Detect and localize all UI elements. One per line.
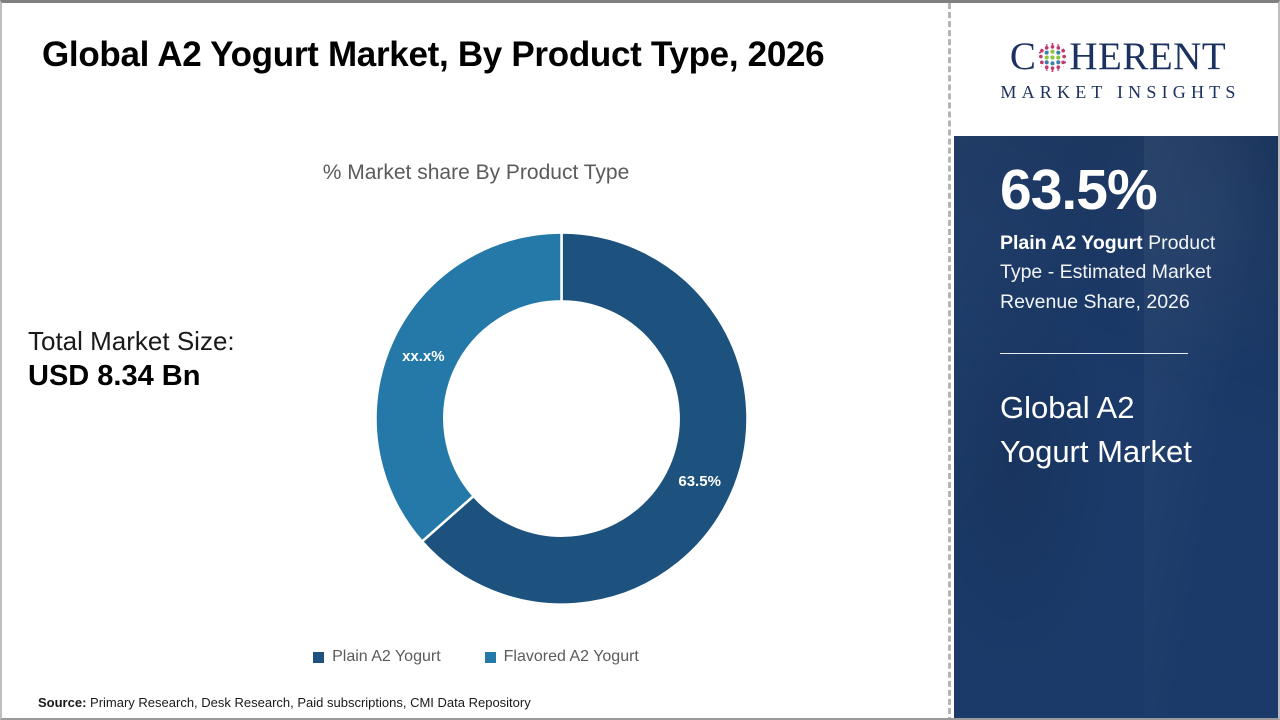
- stat-caption-emphasis: Plain A2 Yogurt: [1000, 232, 1143, 255]
- sidebar-market-name-line-1: Global A2: [1000, 389, 1135, 425]
- sidebar-divider-rule: [1000, 352, 1188, 354]
- logo-wordmark-text: HERENT: [1069, 34, 1227, 78]
- panel-divider: [948, 3, 951, 718]
- legend-item[interactable]: Flavored A2 Yogurt: [484, 648, 639, 666]
- total-market-size-label: Total Market Size:: [28, 326, 235, 356]
- legend-item[interactable]: Plain A2 Yogurt: [313, 648, 441, 666]
- donut-slice-group: [374, 231, 749, 606]
- sidebar-market-name: Global A2 Yogurt Market: [1000, 386, 1252, 474]
- stat-figure: 63.5%: [1000, 158, 1158, 222]
- brand-logo: C: [954, 3, 1278, 136]
- donut-chart: 63.5% xx.x%: [374, 231, 749, 606]
- donut-data-label: xx.x%: [402, 348, 445, 365]
- sidebar-content: 63.5% Plain A2 Yogurt Product Type - Est…: [954, 158, 1278, 474]
- legend-swatch: [484, 651, 496, 663]
- chart-panel: Global A2 Yogurt Market, By Product Type…: [2, 3, 950, 718]
- globe-icon: [1037, 42, 1068, 73]
- logo-letter-c: C: [1009, 34, 1037, 78]
- donut-slice[interactable]: [374, 231, 563, 544]
- legend-swatch: [313, 651, 325, 663]
- total-market-size-value: USD 8.34 Bn: [28, 359, 201, 392]
- sidebar-highlight-panel: 63.5% Plain A2 Yogurt Product Type - Est…: [954, 136, 1278, 718]
- logo-wordmark: C: [1010, 37, 1226, 76]
- stat-caption: Plain A2 Yogurt Product Type - Estimated…: [1000, 229, 1252, 317]
- chart-legend: Plain A2 Yogurt Flavored A2 Yogurt: [2, 648, 950, 666]
- chart-subtitle: % Market share By Product Type: [322, 161, 630, 184]
- donut-data-label-group: 63.5% xx.x%: [402, 348, 721, 490]
- legend-label: Flavored A2 Yogurt: [503, 648, 639, 665]
- source-label: Source:: [38, 695, 87, 710]
- source-value: Primary Research, Desk Research, Paid su…: [86, 695, 531, 710]
- source-line: Source: Primary Research, Desk Research,…: [38, 695, 531, 710]
- logo-tagline: MARKET INSIGHTS: [1000, 81, 1241, 102]
- donut-data-label: 63.5%: [678, 473, 721, 490]
- stat-caption-rest: Product Type - Estimated Market Revenue …: [1000, 232, 1216, 313]
- legend-label: Plain A2 Yogurt: [332, 648, 441, 665]
- donut-chart-svg: 63.5% xx.x%: [374, 231, 749, 606]
- donut-slice[interactable]: [420, 231, 749, 606]
- sidebar-market-name-line-2: Yogurt Market: [1000, 433, 1192, 469]
- page-title: Global A2 Yogurt Market, By Product Type…: [42, 35, 825, 74]
- total-market-size-block: Total Market Size: USD 8.34 Bn: [28, 325, 328, 395]
- sidebar: C: [954, 3, 1278, 718]
